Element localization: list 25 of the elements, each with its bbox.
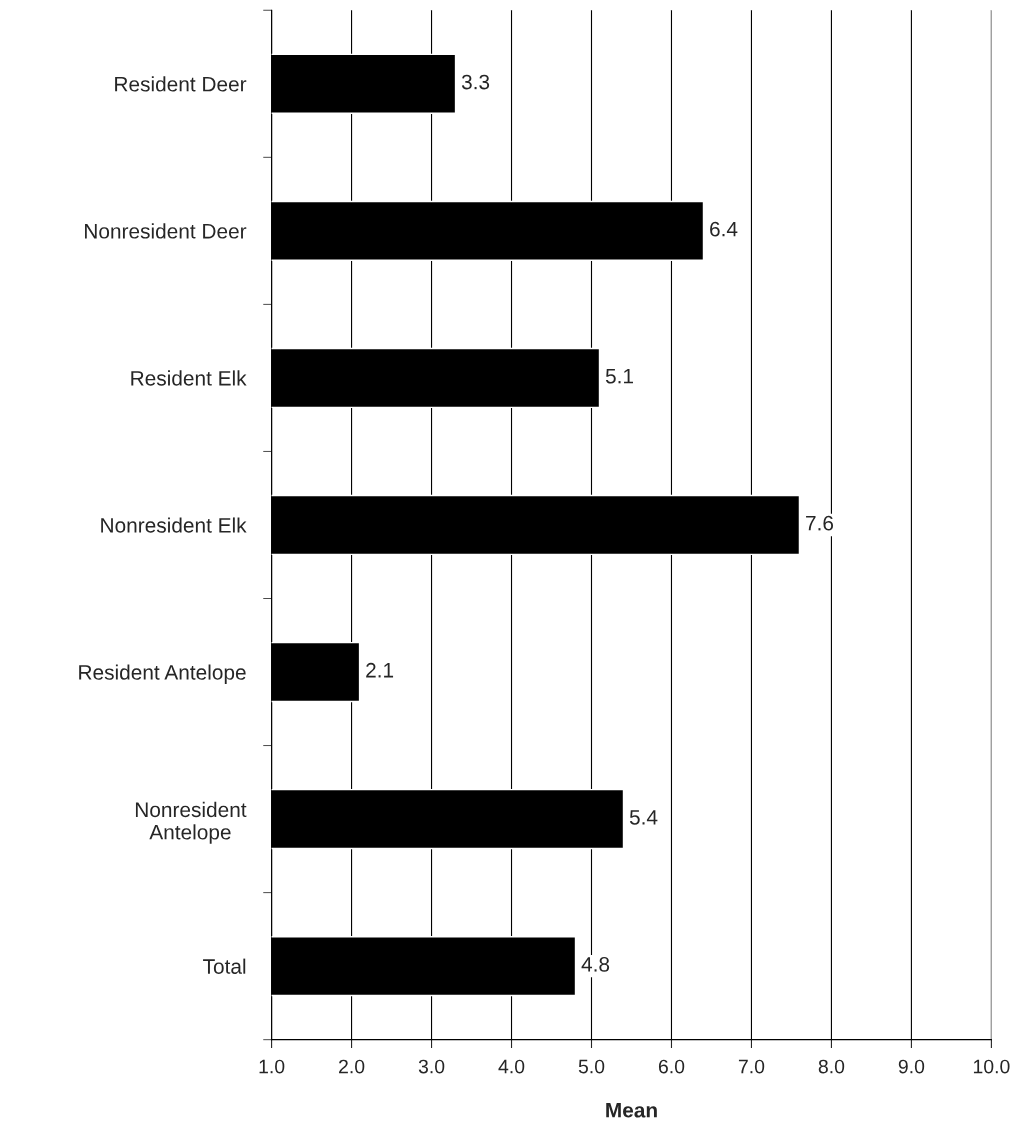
- y-tick-label: Nonresident Antelope: [135, 801, 247, 844]
- x-tick-label: 5.0: [578, 1059, 605, 1074]
- x-tick-label: 2.0: [339, 1059, 365, 1074]
- data-label: 4.8: [581, 956, 610, 972]
- x-tick-label: 8.0: [818, 1059, 845, 1074]
- x-tick-label: 1.0: [259, 1059, 285, 1074]
- y-tick-label: Resident Antelope: [79, 664, 246, 684]
- y-tick-label: Resident Deer: [115, 76, 247, 92]
- data-label: 2.1: [366, 662, 394, 678]
- x-tick-label: 3.0: [418, 1059, 445, 1074]
- data-label: 6.4: [710, 221, 738, 237]
- y-tick-label: Nonresident Deer: [85, 223, 247, 239]
- x-tick-label: 4.0: [498, 1059, 525, 1074]
- y-tick-label: Total: [203, 958, 246, 974]
- data-label: 5.1: [605, 368, 633, 384]
- data-label: 7.6: [806, 515, 834, 531]
- y-tick-label: Nonresident Elk: [101, 517, 247, 533]
- x-tick-label: 6.0: [658, 1059, 685, 1074]
- y-tick-label: Resident Elk: [131, 370, 247, 386]
- data-label: 5.4: [629, 810, 658, 825]
- x-tick-label: 10.0: [973, 1059, 1010, 1074]
- data-label: 3.3: [461, 74, 490, 90]
- x-tick-label: 9.0: [898, 1059, 925, 1074]
- x-axis-title: Mean: [606, 1103, 657, 1118]
- x-tick-label: 7.0: [738, 1059, 765, 1074]
